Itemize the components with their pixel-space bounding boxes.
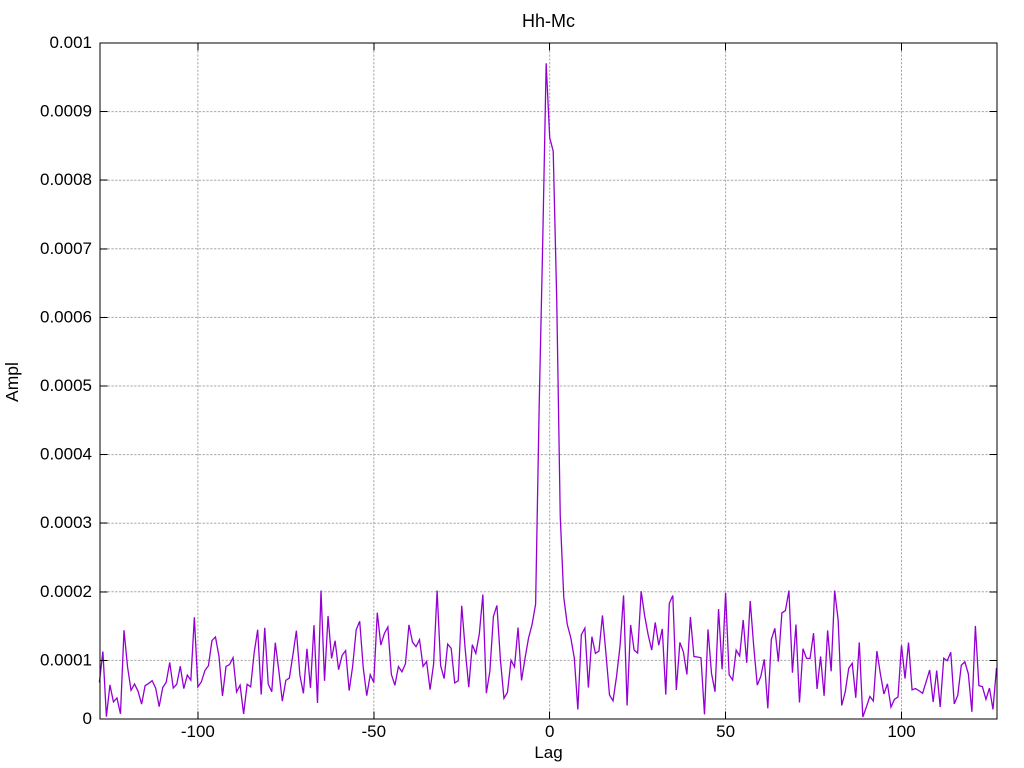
svg-text:0.0008: 0.0008: [40, 170, 92, 189]
svg-text:0.001: 0.001: [49, 33, 92, 52]
svg-text:0.0004: 0.0004: [40, 445, 92, 464]
svg-text:Ampl: Ampl: [2, 362, 22, 402]
svg-text:0.0007: 0.0007: [40, 239, 92, 258]
svg-text:-100: -100: [181, 722, 215, 741]
svg-text:-50: -50: [361, 722, 386, 741]
svg-text:0: 0: [83, 709, 92, 728]
svg-text:50: 50: [716, 722, 735, 741]
svg-text:Lag: Lag: [534, 743, 562, 762]
svg-text:0.0003: 0.0003: [40, 513, 92, 532]
svg-text:0.0001: 0.0001: [40, 650, 92, 669]
svg-text:0: 0: [545, 722, 554, 741]
svg-text:0.0009: 0.0009: [40, 102, 92, 121]
svg-text:0.0006: 0.0006: [40, 307, 92, 326]
svg-text:0.0002: 0.0002: [40, 582, 92, 601]
svg-text:Hh-Mc: Hh-Mc: [522, 11, 575, 31]
svg-text:100: 100: [887, 722, 915, 741]
svg-text:0.0005: 0.0005: [40, 376, 92, 395]
